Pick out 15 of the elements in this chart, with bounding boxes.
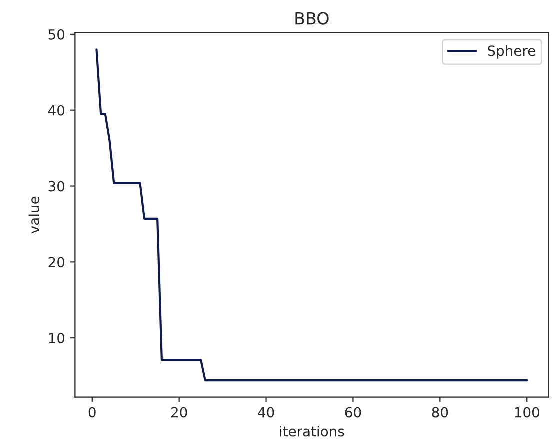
- x-axis-title: iterations: [280, 426, 344, 437]
- y-tick-label: 30: [48, 181, 65, 192]
- chart-title: BBO: [296, 12, 329, 25]
- x-tick-label: 20: [172, 407, 188, 418]
- y-axis-title: value: [28, 196, 40, 234]
- legend-label: Sphere: [488, 45, 536, 59]
- x-tick-label: 80: [432, 407, 448, 418]
- x-tick-label: 60: [345, 407, 362, 418]
- y-tick-label: 20: [48, 257, 65, 268]
- x-tick-label: 40: [258, 407, 274, 418]
- x-tick-label: 100: [515, 407, 540, 418]
- y-tick-label: 40: [48, 105, 65, 116]
- y-tick-label: 10: [49, 333, 65, 344]
- y-tick-label: 50: [48, 29, 65, 40]
- x-tick-label: 0: [88, 407, 96, 418]
